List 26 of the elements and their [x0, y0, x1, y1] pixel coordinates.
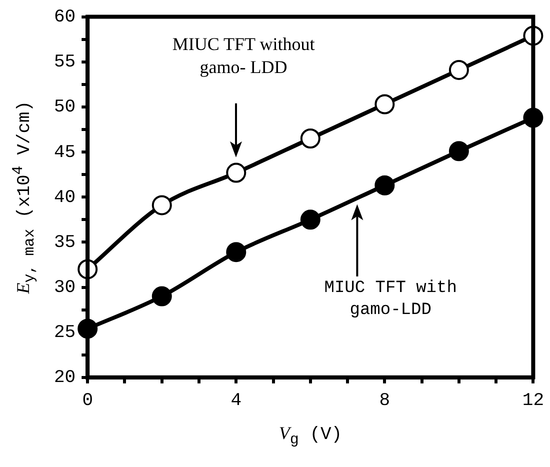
- x-tick-label: 0: [82, 390, 94, 411]
- point: [448, 141, 469, 162]
- point: [226, 162, 246, 183]
- x-tick-label: 12: [522, 390, 544, 411]
- y-tick-label: 35: [54, 232, 76, 253]
- y-tick-label: 30: [54, 278, 76, 298]
- y-tick-label: 45: [54, 142, 76, 163]
- point: [374, 94, 395, 114]
- point: [152, 195, 172, 216]
- y-tick-label: 55: [54, 52, 76, 73]
- y-tick-label: 50: [54, 98, 76, 118]
- annotation: MIUC TFT without gamo- LDD: [171, 33, 316, 80]
- annotation: MIUC TFT with gamo-LDD: [323, 278, 458, 322]
- point: [152, 286, 172, 306]
- point: [448, 60, 469, 80]
- point: [374, 175, 395, 196]
- y-tick-label: 25: [54, 323, 76, 344]
- y-tick-label: 40: [54, 188, 76, 208]
- x-axis-title: V$_{g}$ (V): [278, 423, 342, 449]
- y-tick-label: 60: [54, 8, 76, 28]
- y-tick-label: 20: [54, 368, 76, 388]
- point: [300, 128, 320, 149]
- x-tick-label: 8: [379, 390, 390, 411]
- x-tick-label: 4: [230, 390, 242, 411]
- point: [300, 210, 320, 230]
- point: [226, 242, 246, 262]
